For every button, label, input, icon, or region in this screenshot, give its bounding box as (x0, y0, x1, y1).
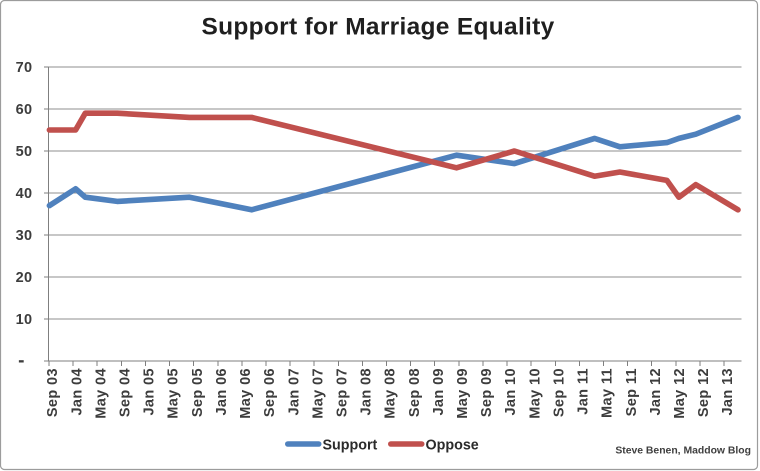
y-axis-labels-group: - 10 20 30 40 50 60 70 (16, 60, 33, 372)
series-lines-group (46, 110, 741, 213)
x-tick-label-sep-10: Sep 10 (551, 368, 567, 417)
y-tick-label-50: 50 (16, 144, 33, 160)
axes-group (44, 66, 742, 366)
x-tick-label-jan-09: Jan 09 (431, 368, 447, 416)
x-tick-label-sep-03: Sep 03 (45, 368, 61, 417)
x-tick-label-jan-04: Jan 04 (69, 368, 85, 416)
x-tick-label-jan-07: Jan 07 (286, 368, 302, 416)
x-tick-label-jan-13: Jan 13 (720, 368, 736, 416)
x-tick-label-sep-12: Sep 12 (696, 368, 712, 417)
x-tick-label-may-08: May 08 (383, 368, 399, 419)
y-tick-label-0: - (18, 351, 24, 372)
x-tick-label-may-04: May 04 (93, 368, 109, 419)
x-tick-label-jan-05: Jan 05 (142, 368, 158, 416)
chart-title: Support for Marriage Equality (201, 14, 554, 41)
x-axis-labels-group: Sep 03 Jan 04 May 04 Sep 04 Jan 05 May 05 Sep … (45, 368, 736, 419)
x-tick-label-jan-06: Jan 06 (214, 368, 230, 416)
x-tick-label-may-11: May 11 (600, 368, 616, 418)
y-tick-label-30: 30 (16, 228, 33, 244)
x-tick-label-sep-07: Sep 07 (334, 368, 350, 417)
y-tick-label-70: 70 (16, 60, 33, 76)
x-tick-label-sep-11: Sep 11 (624, 368, 640, 416)
y-tick-label-60: 60 (16, 102, 33, 118)
legend-support-label: Support (323, 438, 378, 454)
x-tick-label-sep-08: Sep 08 (407, 368, 423, 417)
gridlines-group (48, 66, 742, 320)
x-tick-label-sep-05: Sep 05 (190, 368, 206, 417)
x-tick-label-sep-09: Sep 09 (479, 368, 495, 417)
x-tick-label-may-12: May 12 (672, 368, 688, 419)
x-tick-label-may-06: May 06 (238, 368, 254, 419)
x-tick-label-jan-10: Jan 10 (503, 368, 519, 416)
credit-text: Steve Benen, Maddow Blog (615, 446, 751, 457)
x-tick-label-sep-06: Sep 06 (262, 368, 278, 417)
x-tick-label-may-09: May 09 (455, 368, 471, 419)
oppose-series-line (46, 110, 741, 213)
legend-group: Support Oppose (285, 438, 479, 454)
legend-support-swatch (285, 441, 322, 447)
x-tick-label-sep-04: Sep 04 (118, 368, 134, 417)
x-tick-label-jan-12: Jan 12 (648, 368, 664, 416)
x-tick-label-may-10: May 10 (527, 368, 543, 419)
legend-oppose-swatch (388, 441, 425, 447)
y-tick-label-20: 20 (16, 270, 33, 286)
x-tick-label-may-07: May 07 (310, 368, 326, 419)
y-tick-label-10: 10 (16, 312, 33, 328)
y-tick-label-40: 40 (16, 186, 33, 202)
x-tick-label-jan-08: Jan 08 (359, 368, 375, 416)
x-tick-label-may-05: May 05 (166, 368, 182, 419)
x-tick-label-jan-11: Jan 11 (576, 368, 592, 415)
legend-oppose-label: Oppose (426, 438, 479, 454)
